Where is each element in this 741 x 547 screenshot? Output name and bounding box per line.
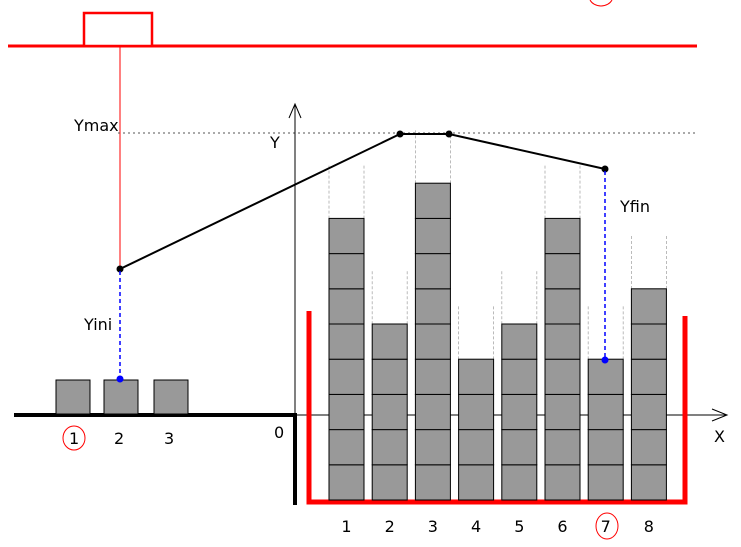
x-axis-label: X — [714, 427, 725, 446]
stack-box — [630, 464, 667, 501]
trajectory-point — [445, 130, 453, 138]
stack-label: 7 — [601, 517, 611, 536]
stack-box — [328, 288, 365, 325]
stack-label: 4 — [471, 517, 481, 536]
stack-label: 6 — [557, 517, 567, 536]
stack-box — [328, 323, 365, 360]
stack-box — [414, 217, 451, 255]
stack-labels: 1 2 3 4 5 6 7 8 — [341, 517, 654, 536]
stack-box — [328, 429, 365, 466]
stack-box — [414, 323, 451, 360]
stack-box — [630, 288, 667, 325]
source-box — [103, 379, 139, 415]
stack-box — [414, 288, 451, 325]
source-circle-mark — [62, 425, 86, 451]
stack-box — [501, 358, 538, 395]
yfin-point — [601, 356, 609, 364]
stack-box — [371, 464, 408, 501]
stack-box — [587, 464, 624, 501]
stack-box — [371, 393, 408, 431]
stack-box — [328, 358, 365, 395]
stack-box — [501, 464, 538, 501]
crane-trolley — [82, 11, 154, 48]
stack-box — [501, 429, 538, 466]
crane-trajectory — [119, 133, 606, 270]
source-boxes — [55, 379, 189, 415]
source-label: 2 — [114, 429, 124, 448]
y-axis-arrow — [288, 102, 302, 119]
stack-label: 1 — [341, 517, 351, 536]
stack-box — [328, 253, 365, 290]
yini-point — [116, 375, 124, 383]
stack-box — [414, 464, 451, 501]
trajectory-point — [116, 265, 124, 273]
stack-box — [328, 393, 365, 431]
stack-box — [544, 217, 581, 255]
source-label: 1 — [69, 429, 79, 448]
source-box — [153, 379, 189, 415]
stack-box — [544, 464, 581, 501]
stacks — [328, 130, 667, 501]
cropped-circle-mark — [589, 0, 613, 7]
yfin-label: Yfin — [619, 197, 650, 216]
stack-box — [587, 429, 624, 466]
stack-box — [328, 464, 365, 501]
stack-box — [501, 393, 538, 431]
origin-label: 0 — [274, 423, 284, 442]
stack-box — [630, 429, 667, 466]
stack-box — [630, 323, 667, 360]
y-axis-label: Y — [269, 133, 280, 152]
stack-box — [544, 323, 581, 360]
stack-label: 8 — [644, 517, 654, 536]
container-walls — [306, 311, 688, 505]
stack-box — [544, 393, 581, 431]
stack-box — [630, 393, 667, 431]
source-label: 3 — [164, 429, 174, 448]
stack-box — [544, 429, 581, 466]
stack-box — [458, 429, 495, 466]
stack-box — [371, 358, 408, 395]
ground-line — [14, 413, 297, 505]
stack-label: 5 — [514, 517, 524, 536]
stack-box — [587, 393, 624, 431]
trajectory-point — [396, 130, 404, 138]
stack-box — [501, 323, 538, 360]
stack-label: 3 — [428, 517, 438, 536]
stack-box — [414, 393, 451, 431]
stack-box — [414, 182, 451, 219]
stack-box — [544, 288, 581, 325]
stack-box — [587, 358, 624, 395]
stack-circle-mark — [595, 512, 619, 540]
stack-box — [458, 393, 495, 431]
x-axis-arrow — [711, 408, 729, 422]
stack-box — [544, 253, 581, 290]
stack-box — [458, 358, 495, 395]
trajectory-point — [601, 165, 609, 173]
stack-box — [630, 358, 667, 395]
stack-box — [371, 429, 408, 466]
stack-box — [414, 253, 451, 290]
stack-box — [458, 464, 495, 501]
stack-box — [328, 217, 365, 255]
stack-label: 2 — [385, 517, 395, 536]
stack-box — [371, 323, 408, 360]
yini-label: Yini — [83, 315, 112, 334]
stack-box — [414, 429, 451, 466]
ymax-label: Ymax — [73, 116, 119, 135]
source-box — [55, 379, 91, 415]
stack-box — [544, 358, 581, 395]
stack-box — [414, 358, 451, 395]
